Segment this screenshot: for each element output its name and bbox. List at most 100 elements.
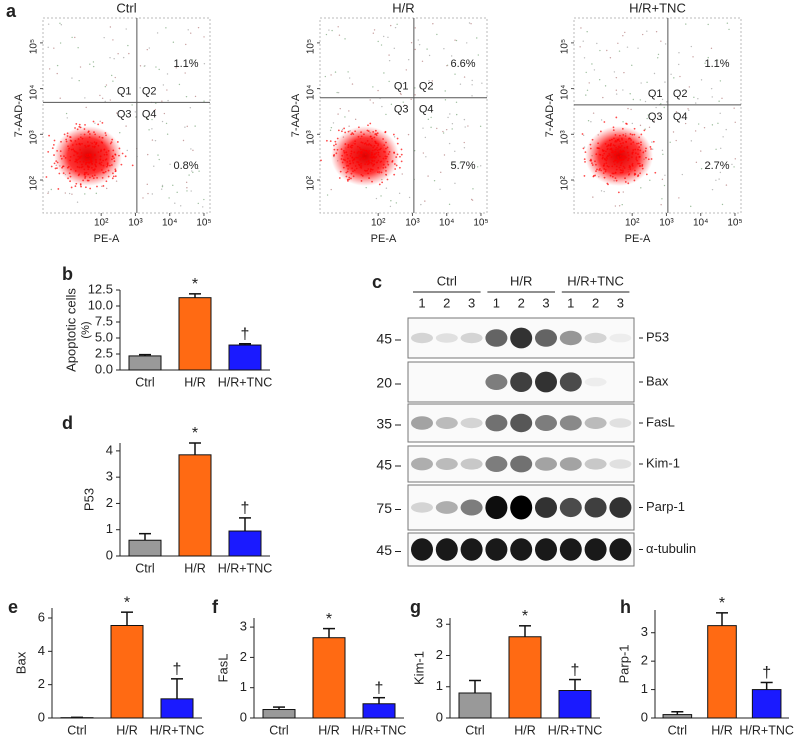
event-dot bbox=[618, 205, 621, 207]
event-dot bbox=[623, 146, 626, 149]
event-dot bbox=[350, 150, 353, 153]
event-dot bbox=[424, 200, 426, 202]
event-dot bbox=[589, 159, 592, 162]
event-dot bbox=[622, 133, 625, 136]
event-dot bbox=[110, 74, 113, 77]
event-dot bbox=[347, 130, 350, 133]
event-dot bbox=[600, 119, 603, 121]
event-dot bbox=[346, 170, 349, 173]
event-dot bbox=[634, 148, 637, 151]
event-dot bbox=[608, 139, 611, 142]
event-dot bbox=[418, 43, 421, 46]
event-dot bbox=[618, 50, 621, 52]
event-dot bbox=[632, 149, 635, 151]
event-dot bbox=[427, 118, 430, 121]
event-dot bbox=[386, 155, 388, 158]
event-dot bbox=[373, 163, 376, 166]
event-dot bbox=[55, 160, 58, 163]
event-dot bbox=[604, 170, 607, 173]
event-dot bbox=[101, 185, 103, 187]
y-tick-label: 6 bbox=[38, 609, 45, 624]
event-dot bbox=[79, 183, 82, 185]
event-dot bbox=[346, 160, 349, 163]
event-dot bbox=[370, 168, 373, 171]
event-dot bbox=[114, 169, 117, 172]
event-dot bbox=[687, 108, 689, 110]
event-dot bbox=[662, 153, 664, 156]
event-dot bbox=[89, 63, 91, 65]
event-dot bbox=[381, 105, 383, 108]
y-tick-label: 0 bbox=[106, 547, 113, 562]
event-dot bbox=[355, 167, 358, 170]
x-axis-label: PE-A bbox=[625, 233, 651, 245]
event-dot bbox=[58, 172, 61, 175]
event-dot bbox=[400, 160, 403, 163]
event-dot bbox=[733, 107, 735, 109]
event-dot bbox=[614, 205, 617, 207]
event-dot bbox=[368, 152, 370, 155]
event-dot bbox=[395, 202, 398, 204]
event-dot bbox=[358, 146, 361, 149]
event-dot bbox=[348, 160, 351, 162]
bar bbox=[558, 690, 592, 719]
event-dot bbox=[90, 153, 92, 156]
event-dot bbox=[350, 144, 353, 147]
event-dot bbox=[102, 164, 105, 167]
event-dot bbox=[66, 117, 68, 119]
event-dot bbox=[111, 155, 114, 158]
blot-band bbox=[535, 329, 557, 347]
event-dot bbox=[627, 182, 630, 185]
event-dot bbox=[381, 181, 384, 184]
event-dot bbox=[84, 123, 86, 126]
event-dot bbox=[641, 167, 644, 170]
event-dot bbox=[593, 69, 596, 71]
event-dot bbox=[370, 156, 373, 158]
event-dot bbox=[715, 148, 717, 150]
event-dot bbox=[373, 155, 375, 158]
event-dot bbox=[367, 143, 370, 146]
event-dot bbox=[66, 135, 69, 137]
event-dot bbox=[631, 64, 633, 67]
event-dot bbox=[661, 178, 664, 181]
event-dot bbox=[83, 128, 86, 130]
event-dot bbox=[101, 136, 104, 139]
event-dot bbox=[77, 47, 79, 49]
event-dot bbox=[386, 160, 389, 163]
event-dot bbox=[627, 107, 629, 110]
event-dot bbox=[694, 130, 697, 132]
event-dot bbox=[650, 158, 653, 160]
x-tick-label: H/R+TNC bbox=[548, 723, 603, 737]
event-dot bbox=[84, 154, 87, 156]
event-dot bbox=[155, 66, 157, 68]
event-dot bbox=[382, 138, 385, 140]
event-dot bbox=[67, 177, 69, 180]
event-dot bbox=[609, 57, 612, 59]
event-dot bbox=[85, 171, 88, 174]
event-dot bbox=[354, 130, 357, 133]
event-dot bbox=[450, 55, 453, 57]
event-dot bbox=[615, 76, 618, 79]
event-dot bbox=[79, 136, 82, 139]
blot-band bbox=[535, 457, 557, 471]
event-dot bbox=[382, 163, 385, 166]
event-dot bbox=[600, 190, 603, 192]
event-dot bbox=[111, 177, 114, 180]
event-dot bbox=[65, 138, 68, 141]
blot-band bbox=[584, 538, 607, 561]
event-dot bbox=[81, 137, 84, 140]
event-dot bbox=[125, 125, 127, 127]
event-dot bbox=[728, 28, 730, 31]
event-dot bbox=[76, 201, 79, 203]
event-dot bbox=[356, 156, 359, 159]
marker-size: 20 bbox=[376, 375, 392, 391]
y-tick-label: 10⁵ bbox=[29, 39, 40, 54]
chart-title: H/R+TNC bbox=[629, 0, 686, 15]
event-dot bbox=[367, 168, 370, 170]
event-dot bbox=[614, 171, 617, 174]
event-dot bbox=[338, 177, 341, 179]
event-dot bbox=[45, 176, 48, 178]
event-dot bbox=[120, 163, 123, 166]
event-dot bbox=[623, 167, 626, 169]
x-tick-label: 10² bbox=[371, 218, 386, 229]
event-dot bbox=[719, 80, 722, 82]
